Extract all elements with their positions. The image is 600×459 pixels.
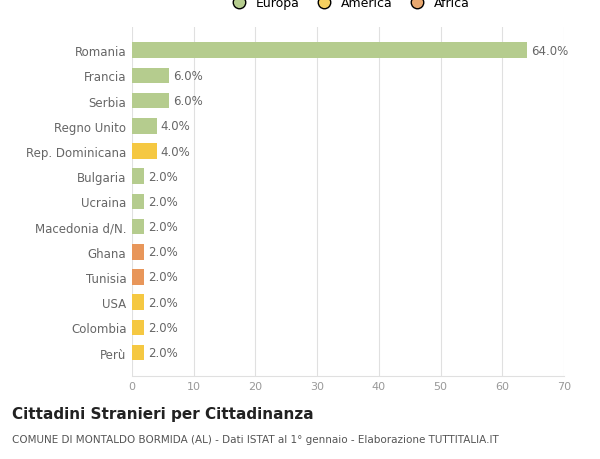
- Bar: [132, 345, 145, 360]
- Bar: [132, 119, 157, 134]
- Bar: [132, 94, 169, 109]
- Text: 2.0%: 2.0%: [148, 321, 178, 334]
- Text: 2.0%: 2.0%: [148, 271, 178, 284]
- Text: 2.0%: 2.0%: [148, 196, 178, 208]
- Legend: Europa, America, Africa: Europa, America, Africa: [221, 0, 475, 15]
- Text: 2.0%: 2.0%: [148, 296, 178, 309]
- Text: 64.0%: 64.0%: [530, 45, 568, 58]
- Text: 2.0%: 2.0%: [148, 346, 178, 359]
- Text: 6.0%: 6.0%: [173, 70, 202, 83]
- Bar: [132, 295, 145, 310]
- Bar: [132, 269, 145, 285]
- Text: 2.0%: 2.0%: [148, 246, 178, 259]
- Text: 2.0%: 2.0%: [148, 221, 178, 234]
- Text: 2.0%: 2.0%: [148, 170, 178, 183]
- Text: 4.0%: 4.0%: [160, 120, 190, 133]
- Bar: [132, 144, 157, 159]
- Bar: [132, 219, 145, 235]
- Bar: [132, 68, 169, 84]
- Bar: [132, 320, 145, 336]
- Text: 6.0%: 6.0%: [173, 95, 202, 108]
- Text: 4.0%: 4.0%: [160, 145, 190, 158]
- Text: COMUNE DI MONTALDO BORMIDA (AL) - Dati ISTAT al 1° gennaio - Elaborazione TUTTIT: COMUNE DI MONTALDO BORMIDA (AL) - Dati I…: [12, 434, 499, 444]
- Bar: [132, 44, 527, 59]
- Text: Cittadini Stranieri per Cittadinanza: Cittadini Stranieri per Cittadinanza: [12, 406, 314, 421]
- Bar: [132, 169, 145, 185]
- Bar: [132, 245, 145, 260]
- Bar: [132, 194, 145, 210]
